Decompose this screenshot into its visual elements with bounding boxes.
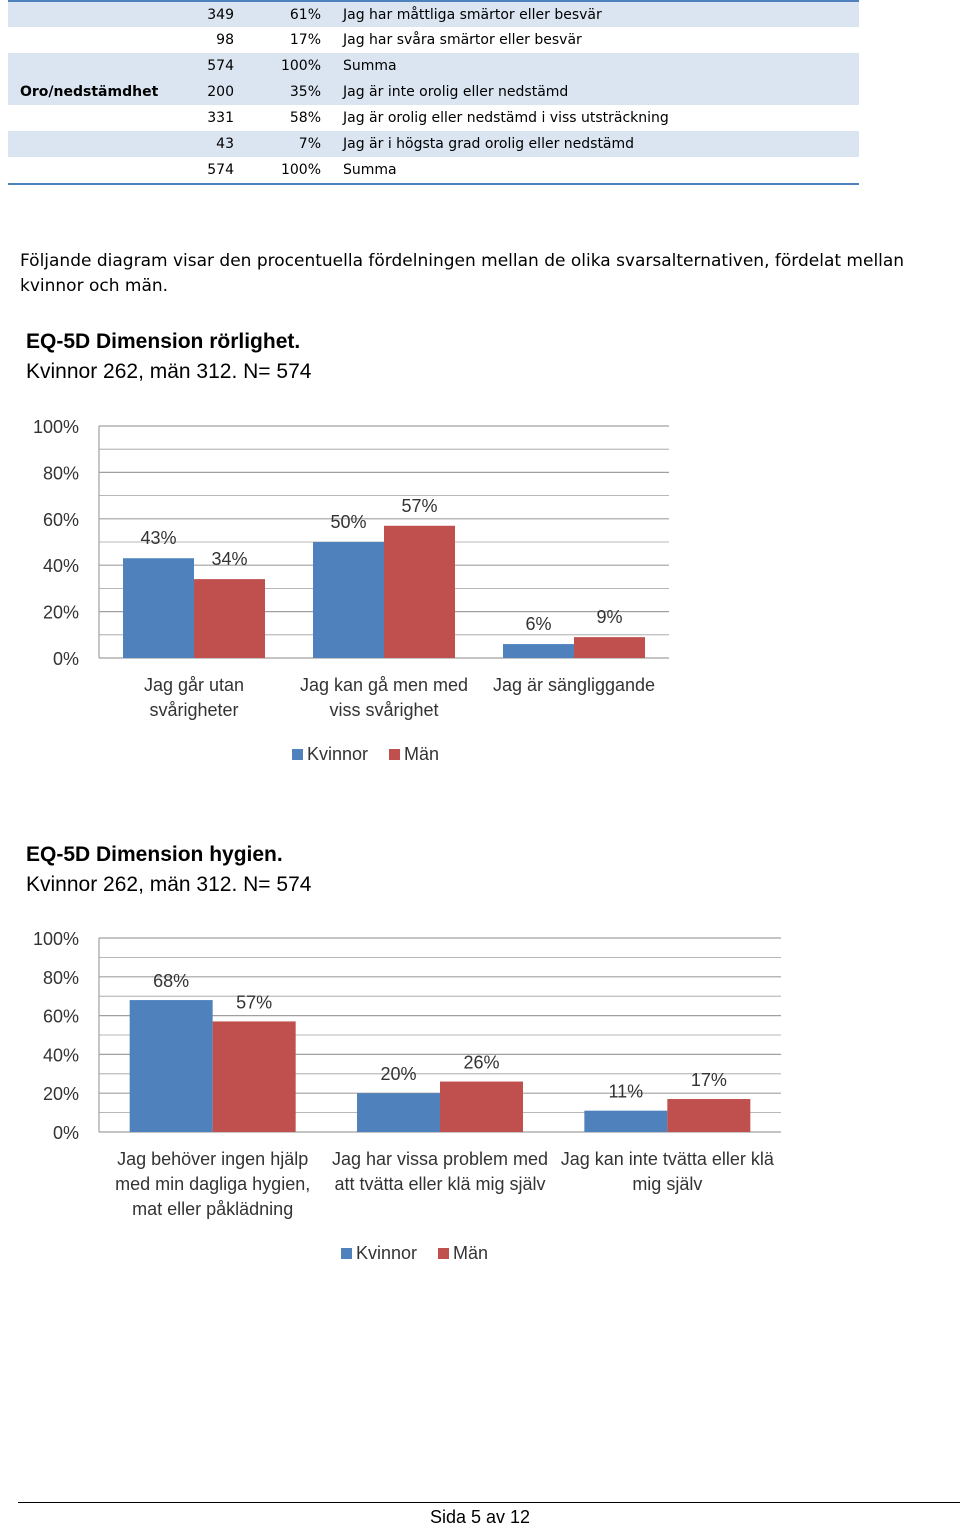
x-category-label: svårigheter	[149, 700, 238, 720]
row-answer: Jag är i högsta grad orolig eller nedstä…	[343, 136, 635, 152]
y-tick-label: 0%	[53, 1123, 79, 1143]
footer-rule	[18, 1502, 960, 1503]
table-row: 98 17% Jag har svåra smärtor eller besvär	[8, 27, 859, 53]
legend-label: Kvinnor	[307, 744, 368, 764]
chart2-heading: EQ-5D Dimension hygien. Kvinnor 262, män…	[26, 840, 311, 900]
y-tick-label: 60%	[43, 1007, 79, 1027]
y-tick-label: 100%	[33, 929, 79, 949]
row-count: 98	[216, 32, 234, 48]
bar-kvinnor	[503, 644, 574, 658]
data-label: 57%	[401, 496, 437, 516]
chart2-subtitle: Kvinnor 262, män 312. N= 574	[26, 873, 312, 896]
table-row: 43 7% Jag är i högsta grad orolig eller ne…	[8, 131, 859, 157]
data-label: 68%	[153, 971, 189, 991]
row-percent: 100%	[280, 58, 321, 74]
data-table: 349 61% Jag har måttliga smärtor eller bes…	[8, 0, 859, 185]
legend-swatch	[341, 1248, 352, 1259]
bar-män	[194, 579, 265, 658]
data-label: 9%	[596, 607, 622, 627]
legend-swatch	[438, 1248, 449, 1259]
x-category-label: att tvätta eller klä mig själv	[334, 1174, 545, 1194]
row-percent: 35%	[289, 84, 321, 100]
chart2-title: EQ-5D Dimension hygien.	[26, 843, 283, 866]
x-category-label: Jag kan inte tvätta eller klä	[561, 1149, 775, 1169]
bar-män	[212, 1021, 296, 1132]
row-answer: Jag är inte orolig eller nedstämd	[343, 84, 569, 100]
y-tick-label: 80%	[43, 463, 79, 483]
table-row: 331 58% Jag är orolig eller nedstämd i vis…	[8, 105, 859, 131]
bar-kvinnor	[584, 1110, 668, 1132]
x-category-label: Jag kan gå men med	[300, 675, 468, 695]
y-tick-label: 20%	[43, 1084, 79, 1104]
legend-label: Män	[404, 744, 439, 764]
bar-män	[384, 525, 455, 658]
chart1-heading: EQ-5D Dimension rörlighet. Kvinnor 262, …	[26, 327, 311, 387]
x-category-label: mig själv	[632, 1174, 702, 1194]
chart1-subtitle: Kvinnor 262, män 312. N= 574	[26, 360, 312, 383]
row-count: 331	[207, 110, 234, 126]
table-row: 574 100% Summa	[8, 53, 859, 79]
data-label: 57%	[236, 992, 272, 1012]
row-count: 574	[207, 162, 234, 178]
row-count: 43	[216, 136, 234, 152]
data-label: 50%	[330, 512, 366, 532]
row-count: 574	[207, 58, 234, 74]
y-tick-label: 100%	[33, 417, 79, 437]
chart1-rorlighet: 0% 20% 40% 60% 80% 100% 43% 34% Jag går utan svår…	[33, 417, 669, 764]
y-tick-label: 80%	[43, 968, 79, 988]
row-count: 200	[207, 84, 234, 100]
row-count: 349	[207, 7, 234, 23]
intro-paragraph: Följande diagram visar den procentuella …	[20, 251, 905, 296]
row-answer: Jag har svåra smärtor eller besvär	[343, 32, 582, 48]
row-answer: Summa	[343, 58, 397, 74]
row-answer: Summa	[343, 162, 397, 178]
row-answer: Jag är orolig eller nedstämd i viss utst…	[343, 110, 669, 126]
bar-kvinnor	[313, 542, 384, 658]
data-label: 43%	[140, 528, 176, 548]
table-row: 574 100% Summa	[8, 157, 859, 185]
bar-kvinnor	[357, 1093, 440, 1132]
page-number: Sida 5 av 12	[429, 1507, 531, 1527]
legend-label: Kvinnor	[356, 1243, 417, 1263]
y-tick-label: 40%	[43, 556, 79, 576]
x-category-label: med min dagliga hygien,	[115, 1174, 310, 1194]
bar-kvinnor	[123, 558, 194, 658]
y-tick-label: 20%	[43, 603, 79, 623]
legend-label: Män	[453, 1243, 488, 1263]
x-category-label: Jag har vissa problem med	[332, 1149, 548, 1169]
data-label: 20%	[380, 1064, 416, 1084]
bar-kvinnor	[129, 1000, 213, 1132]
x-category-label: mat eller påklädning	[132, 1199, 293, 1219]
data-label: 11%	[608, 1082, 643, 1102]
chart1-title: EQ-5D Dimension rörlighet.	[26, 330, 301, 353]
legend-swatch	[292, 749, 303, 760]
table-row: Oro/nedstämdhet 200 35% Jag är inte orolig …	[8, 79, 859, 105]
y-tick-label: 60%	[43, 510, 79, 530]
x-category-label: Jag är sängliggande	[493, 675, 655, 695]
y-tick-label: 40%	[43, 1045, 79, 1065]
legend-swatch	[389, 749, 400, 760]
row-percent: 17%	[289, 32, 321, 48]
row-category: Oro/nedstämdhet	[20, 84, 159, 100]
data-label: 34%	[211, 549, 247, 569]
row-percent: 58%	[289, 110, 321, 126]
chart2-hygien: 0% 20% 40% 60% 80% 100% 68% 57% Jag behöver inge…	[33, 929, 781, 1263]
y-tick-label: 0%	[53, 649, 79, 669]
x-category-label: viss svårighet	[329, 700, 438, 720]
row-percent: 100%	[280, 162, 321, 178]
table-row: 349 61% Jag har måttliga smärtor eller bes…	[8, 0, 859, 27]
data-label: 26%	[463, 1053, 499, 1073]
x-category-label: Jag går utan	[144, 675, 244, 695]
row-answer: Jag har måttliga smärtor eller besvär	[343, 7, 602, 23]
bar-män	[440, 1081, 523, 1132]
x-category-label: Jag behöver ingen hjälp	[117, 1149, 308, 1169]
row-percent: 61%	[289, 7, 321, 23]
bar-män	[667, 1099, 751, 1132]
row-percent: 7%	[298, 136, 321, 152]
data-label: 6%	[525, 614, 551, 634]
data-label: 17%	[691, 1070, 727, 1090]
bar-män	[574, 637, 645, 658]
